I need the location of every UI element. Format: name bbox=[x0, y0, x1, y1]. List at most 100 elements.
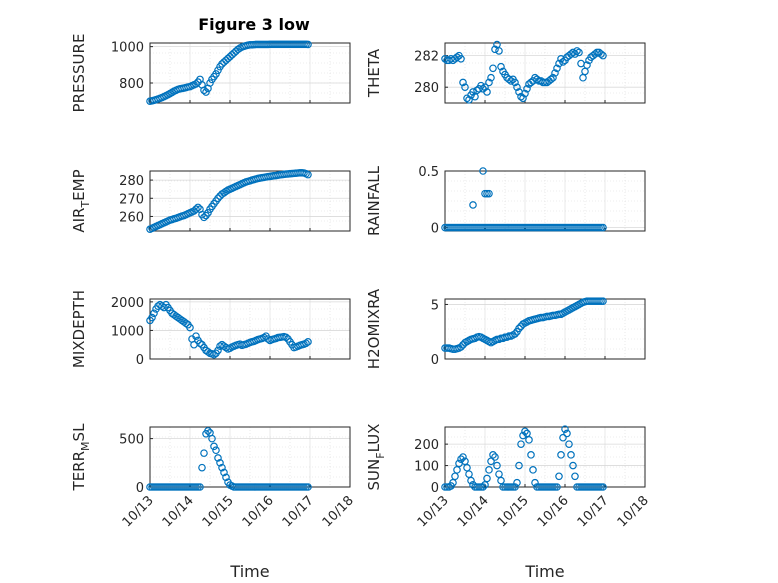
subplot-mixdepth: 0 1000 2000 MIXDEPTH bbox=[70, 290, 351, 368]
data-point bbox=[527, 78, 535, 87]
data-point bbox=[182, 319, 190, 328]
data-point bbox=[507, 77, 515, 85]
xtick-label: 10/17 bbox=[575, 493, 612, 530]
data-point bbox=[150, 309, 158, 318]
y-axis-label: THETA bbox=[365, 48, 383, 98]
data-point bbox=[457, 343, 465, 351]
xtick-label: 10/14 bbox=[160, 493, 197, 530]
data-point bbox=[583, 61, 591, 69]
data-point bbox=[485, 78, 493, 87]
data-point bbox=[491, 45, 499, 54]
data-point bbox=[599, 223, 607, 232]
subplot-terr: 0 500 10/13 10/14 10/15 10/16 10/17 10/18 Time TE… bbox=[70, 423, 357, 581]
axes-box bbox=[149, 170, 351, 232]
data-point bbox=[579, 73, 587, 82]
data-point bbox=[567, 50, 575, 58]
data-point bbox=[555, 59, 563, 68]
data-point bbox=[505, 75, 513, 84]
data-point bbox=[533, 75, 541, 84]
data-point bbox=[511, 78, 519, 87]
data-point bbox=[467, 476, 475, 485]
y-axis-label: H2OMIXRA bbox=[365, 288, 383, 369]
data-point bbox=[459, 453, 467, 461]
data-point bbox=[517, 440, 525, 448]
data-point bbox=[457, 54, 465, 63]
ytick-label: 1000 bbox=[111, 41, 144, 56]
data-point bbox=[559, 58, 567, 66]
data-point bbox=[192, 332, 200, 340]
axes-box bbox=[444, 42, 646, 104]
xtick-label: 10/16 bbox=[535, 493, 572, 530]
data-point bbox=[453, 53, 461, 62]
xtick-label: 10/13 bbox=[415, 493, 452, 530]
data-point bbox=[599, 483, 607, 491]
data-point bbox=[220, 468, 228, 477]
data-point bbox=[547, 75, 555, 84]
xtick-label: 10/15 bbox=[200, 493, 237, 530]
y-axis-label: MIXDEPTH bbox=[70, 290, 88, 368]
data-point bbox=[519, 94, 527, 103]
data-point bbox=[495, 47, 503, 55]
data-point bbox=[212, 70, 220, 78]
data-point bbox=[493, 461, 501, 470]
data-point bbox=[465, 470, 473, 478]
y-axis-label: PRESSURE bbox=[70, 34, 88, 113]
data-point bbox=[487, 73, 495, 82]
data-point bbox=[513, 83, 521, 92]
data-point bbox=[208, 434, 216, 443]
data-point bbox=[465, 96, 473, 104]
subplot-pressure: 800 1000 PRESSURE bbox=[70, 34, 351, 113]
data-point bbox=[304, 40, 312, 49]
data-point bbox=[531, 478, 539, 487]
data-point bbox=[148, 313, 156, 322]
data-point bbox=[204, 427, 212, 435]
ytick-label: 280 bbox=[119, 174, 144, 189]
y-axis-label: AIRTEMP bbox=[70, 169, 92, 232]
data-point bbox=[577, 59, 585, 68]
ytick-label: 5 bbox=[431, 298, 439, 313]
data-point bbox=[515, 461, 523, 470]
data-point bbox=[553, 64, 561, 73]
data-point bbox=[200, 86, 208, 95]
data-point bbox=[573, 47, 581, 55]
data-point bbox=[597, 50, 605, 58]
subplot-air: 260 270 280 AIRTEMP bbox=[70, 169, 351, 233]
data-point bbox=[304, 338, 312, 346]
data-point bbox=[206, 79, 214, 87]
data-point bbox=[196, 483, 204, 491]
subplot-sun: 0 100 200 10/13 10/14 10/15 10/16 10/17 10/18 Tim… bbox=[365, 424, 652, 581]
data-point bbox=[214, 346, 222, 355]
y-axis-label: RAINFALL bbox=[365, 165, 383, 236]
data-point bbox=[214, 66, 222, 75]
xtick-label: 10/16 bbox=[240, 493, 277, 530]
data-point bbox=[196, 339, 204, 348]
data-point bbox=[489, 451, 497, 459]
data-point bbox=[555, 472, 563, 481]
data-point bbox=[218, 463, 226, 472]
data-point bbox=[567, 451, 575, 459]
ytick-label: 800 bbox=[119, 77, 144, 92]
ytick-label: 2000 bbox=[111, 296, 144, 311]
data-point bbox=[479, 167, 487, 175]
data-point bbox=[549, 73, 557, 82]
xtick-label: 10/18 bbox=[615, 493, 652, 530]
data-point bbox=[557, 451, 565, 459]
data-point bbox=[485, 466, 493, 474]
data-point bbox=[479, 483, 487, 491]
data-point bbox=[497, 476, 505, 485]
data-point bbox=[553, 483, 561, 491]
data-point bbox=[565, 440, 573, 448]
axes-box bbox=[444, 426, 646, 488]
data-point bbox=[461, 83, 469, 92]
data-point bbox=[481, 83, 489, 92]
data-point bbox=[523, 84, 531, 93]
data-point bbox=[200, 213, 208, 222]
data-point bbox=[491, 453, 499, 461]
data-point bbox=[451, 472, 459, 481]
data-point bbox=[204, 348, 212, 356]
xtick-label: 10/17 bbox=[280, 493, 317, 530]
ytick-label: 0.5 bbox=[418, 165, 439, 180]
y-axis-label: TERRMSL bbox=[70, 423, 92, 492]
